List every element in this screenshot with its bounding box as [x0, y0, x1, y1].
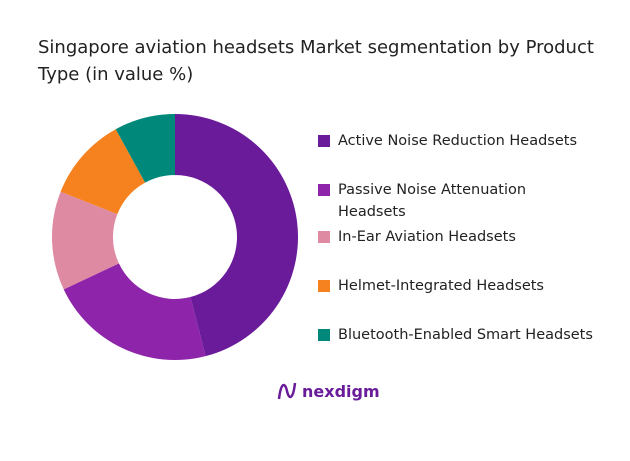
logo: nexdigm — [276, 380, 380, 402]
donut-slice — [52, 191, 119, 290]
legend-swatch — [318, 280, 330, 292]
legend-label: Bluetooth-Enabled Smart Headsets — [338, 327, 593, 343]
legend-item: Active Noise Reduction Headsets — [318, 130, 593, 152]
legend-item: Bluetooth-Enabled Smart Headsets — [318, 324, 593, 346]
donut-slice — [60, 129, 146, 215]
legend-swatch — [318, 329, 330, 341]
donut-slice — [63, 263, 206, 361]
logo-icon — [277, 382, 297, 400]
legend-item: In-Ear Aviation Headsets — [318, 226, 593, 248]
legend-item: Helmet-Integrated Headsets — [318, 275, 593, 297]
logo-text: nexdigm — [302, 381, 380, 401]
legend-swatch — [318, 231, 330, 243]
donut-slice — [115, 114, 175, 183]
legend-swatch — [318, 135, 330, 147]
legend-label: Helmet-Integrated Headsets — [338, 278, 544, 294]
legend-item: Passive Noise Attenuation Headsets — [318, 179, 593, 223]
legend-swatch — [318, 184, 330, 196]
legend-label: In-Ear Aviation Headsets — [338, 229, 516, 245]
legend-label: Passive Noise Attenuation Headsets — [338, 182, 527, 220]
donut-chart — [52, 114, 299, 361]
donut-slice — [175, 114, 299, 357]
chart-title: Singapore aviation headsets Market segme… — [38, 37, 594, 85]
legend-label: Active Noise Reduction Headsets — [338, 133, 578, 149]
